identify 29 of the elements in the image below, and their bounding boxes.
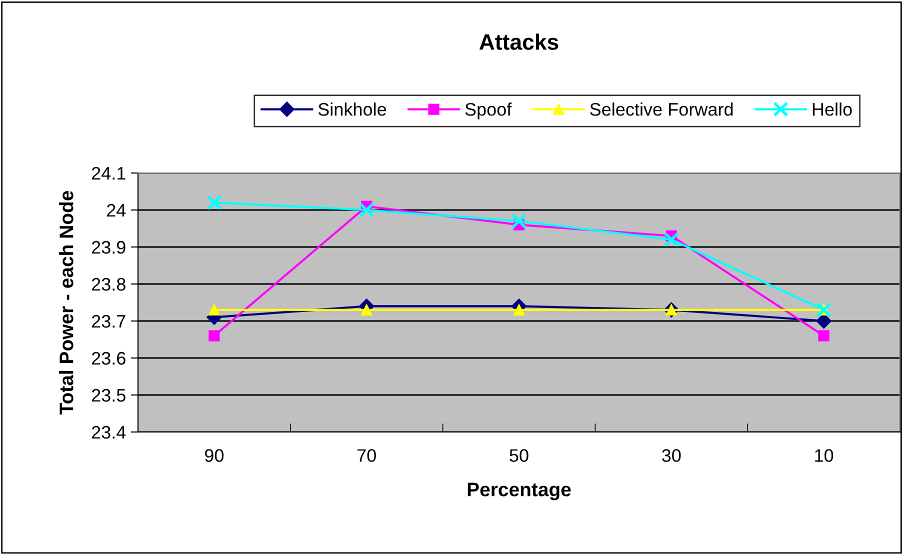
- x-tick-label: 10: [815, 449, 834, 462]
- point: [361, 304, 372, 316]
- y-axis-title: Total Power - each Node: [59, 190, 74, 414]
- legend-label: Sinkhole: [318, 102, 386, 116]
- y-tick-label: 23.9: [92, 240, 126, 254]
- x-tick-label: 90: [205, 449, 224, 462]
- y-tick-label: 23.8: [92, 278, 126, 291]
- point: [358, 202, 374, 218]
- y-tick-label: 23.6: [92, 352, 126, 365]
- point: [818, 330, 830, 342]
- point: [513, 304, 525, 316]
- point: [208, 304, 220, 316]
- y-tick-label: 23.7: [92, 314, 126, 328]
- x-tick-label: 30: [662, 449, 681, 462]
- legend-label: Hello: [812, 102, 852, 116]
- point: [208, 330, 220, 342]
- point: [206, 194, 222, 210]
- chart-title: Attacks: [479, 34, 558, 50]
- point: [511, 213, 527, 229]
- y-tick-label: 24.1: [92, 166, 126, 180]
- x-tick-label: 50: [510, 449, 528, 462]
- legend-label: Spoof: [465, 102, 512, 120]
- x-axis-title: Percentage: [468, 482, 571, 500]
- y-tick-label: 23.4: [92, 426, 126, 439]
- y-tick-label: 23.5: [92, 388, 126, 402]
- x-tick-label: 70: [357, 449, 376, 462]
- point: [664, 232, 680, 248]
- y-tick-label: 24: [107, 204, 126, 217]
- legend-label: Selective Forward: [590, 102, 733, 116]
